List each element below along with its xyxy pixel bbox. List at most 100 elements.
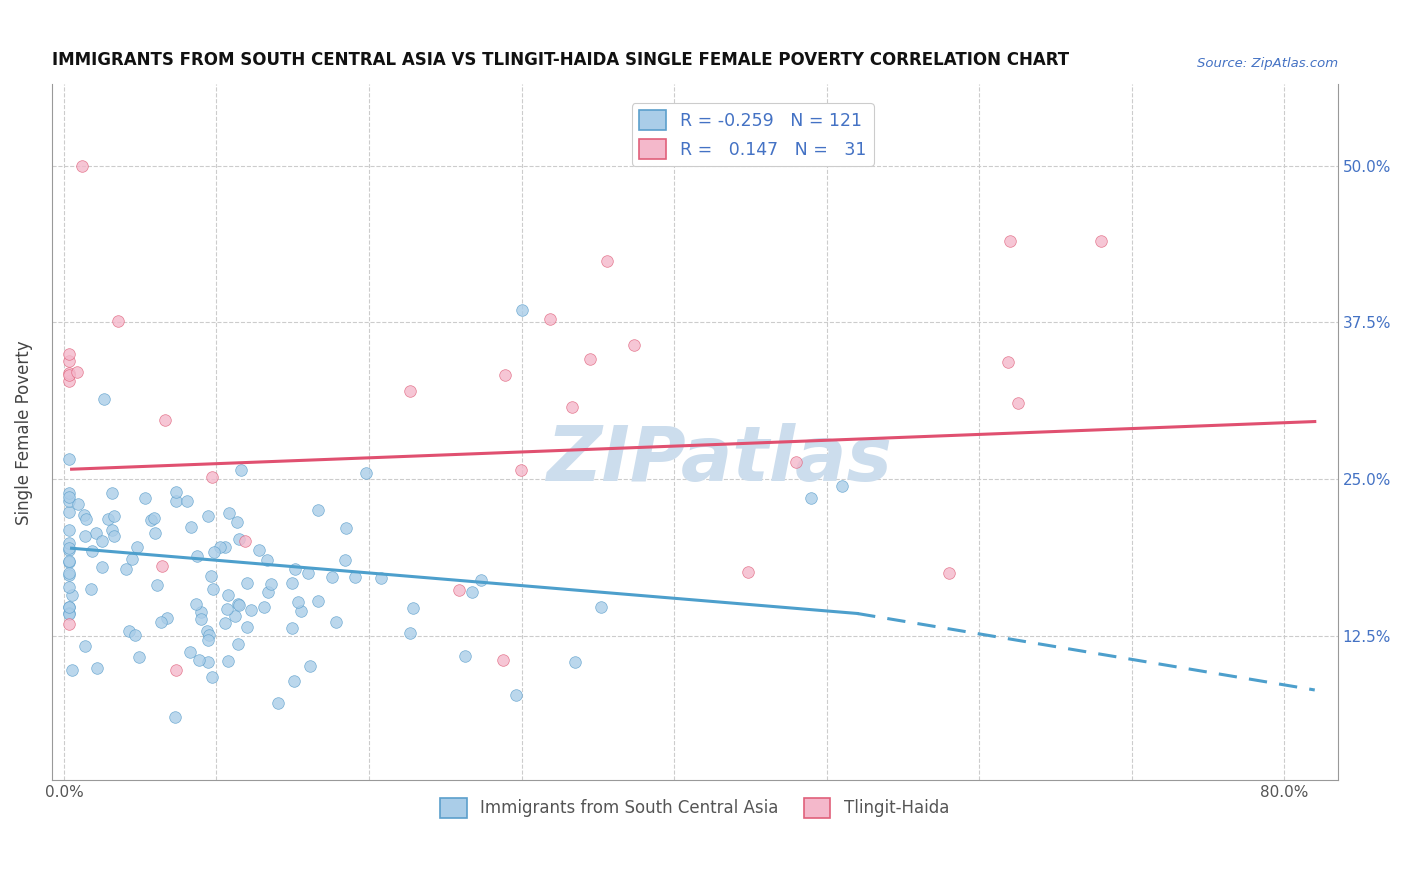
Point xyxy=(146,578,169,592)
Point xyxy=(561,400,583,414)
Text: IMMIGRANTS FROM SOUTH CENTRAL ASIA VS TLINGIT-HAIDA SINGLE FEMALE POVERTY CORREL: IMMIGRANTS FROM SOUTH CENTRAL ASIA VS TL… xyxy=(52,51,1069,69)
Point xyxy=(343,570,366,584)
Point xyxy=(399,384,422,398)
Point xyxy=(73,640,96,654)
Point xyxy=(58,599,80,614)
Point xyxy=(998,234,1021,248)
Point xyxy=(283,673,305,688)
Point xyxy=(217,588,239,602)
Point xyxy=(118,624,141,639)
Point xyxy=(58,542,80,557)
Point xyxy=(256,553,278,567)
Point xyxy=(58,600,80,615)
Point xyxy=(785,455,807,469)
Point xyxy=(58,554,80,568)
Point xyxy=(235,534,257,549)
Point xyxy=(107,313,129,327)
Text: ZIPatlas: ZIPatlas xyxy=(547,423,893,497)
Point xyxy=(58,505,80,519)
Point xyxy=(103,529,125,543)
Point xyxy=(58,567,80,582)
Point xyxy=(800,491,823,505)
Point xyxy=(307,503,329,517)
Point xyxy=(188,653,211,667)
Point xyxy=(240,603,263,617)
Point xyxy=(197,628,219,642)
Point xyxy=(128,649,150,664)
Point xyxy=(114,561,136,575)
Point xyxy=(215,602,238,616)
Point xyxy=(461,584,484,599)
Point xyxy=(510,302,533,317)
Point xyxy=(66,365,89,379)
Point xyxy=(226,515,249,529)
Point xyxy=(72,159,94,173)
Point xyxy=(831,478,853,492)
Point xyxy=(58,555,80,569)
Point xyxy=(217,654,239,668)
Point xyxy=(284,562,307,576)
Point xyxy=(299,659,322,673)
Point xyxy=(492,653,515,667)
Point xyxy=(218,506,240,520)
Point xyxy=(938,566,960,580)
Point xyxy=(60,589,83,603)
Point xyxy=(290,604,312,618)
Point xyxy=(60,663,83,677)
Point xyxy=(564,655,586,669)
Point xyxy=(321,569,343,583)
Point xyxy=(97,512,120,526)
Point xyxy=(121,552,143,566)
Point xyxy=(267,696,290,710)
Point xyxy=(595,254,617,268)
Point xyxy=(166,485,188,500)
Point xyxy=(58,606,80,620)
Point xyxy=(197,509,219,524)
Point xyxy=(510,463,533,477)
Point xyxy=(150,559,173,574)
Point xyxy=(143,525,166,540)
Point xyxy=(58,368,80,383)
Point xyxy=(143,510,166,524)
Point xyxy=(75,512,97,526)
Point xyxy=(228,532,250,546)
Point xyxy=(58,580,80,594)
Point xyxy=(101,523,124,537)
Point xyxy=(214,541,236,555)
Point xyxy=(58,375,80,389)
Point xyxy=(186,597,208,611)
Point xyxy=(401,601,423,615)
Y-axis label: Single Female Poverty: Single Female Poverty xyxy=(15,340,32,524)
Point xyxy=(176,494,198,508)
Point xyxy=(399,626,422,640)
Point xyxy=(591,599,613,614)
Point xyxy=(156,611,179,625)
Point xyxy=(179,645,201,659)
Point xyxy=(186,549,208,563)
Point xyxy=(58,524,80,538)
Point xyxy=(58,617,80,632)
Point xyxy=(58,494,80,508)
Point xyxy=(201,470,224,484)
Point xyxy=(165,663,187,677)
Point xyxy=(228,598,250,612)
Point xyxy=(197,655,219,669)
Point xyxy=(470,574,492,588)
Point xyxy=(190,612,212,626)
Point xyxy=(1007,396,1029,410)
Point xyxy=(73,529,96,543)
Point xyxy=(214,616,236,631)
Point xyxy=(58,486,80,500)
Point xyxy=(180,520,202,534)
Point xyxy=(165,494,187,508)
Point xyxy=(202,545,225,559)
Point xyxy=(1090,234,1112,248)
Point xyxy=(259,577,281,591)
Point xyxy=(58,541,80,556)
Point xyxy=(201,582,224,597)
Point xyxy=(124,628,146,642)
Point xyxy=(134,491,156,506)
Point xyxy=(197,633,219,648)
Point xyxy=(257,584,280,599)
Point xyxy=(82,544,104,558)
